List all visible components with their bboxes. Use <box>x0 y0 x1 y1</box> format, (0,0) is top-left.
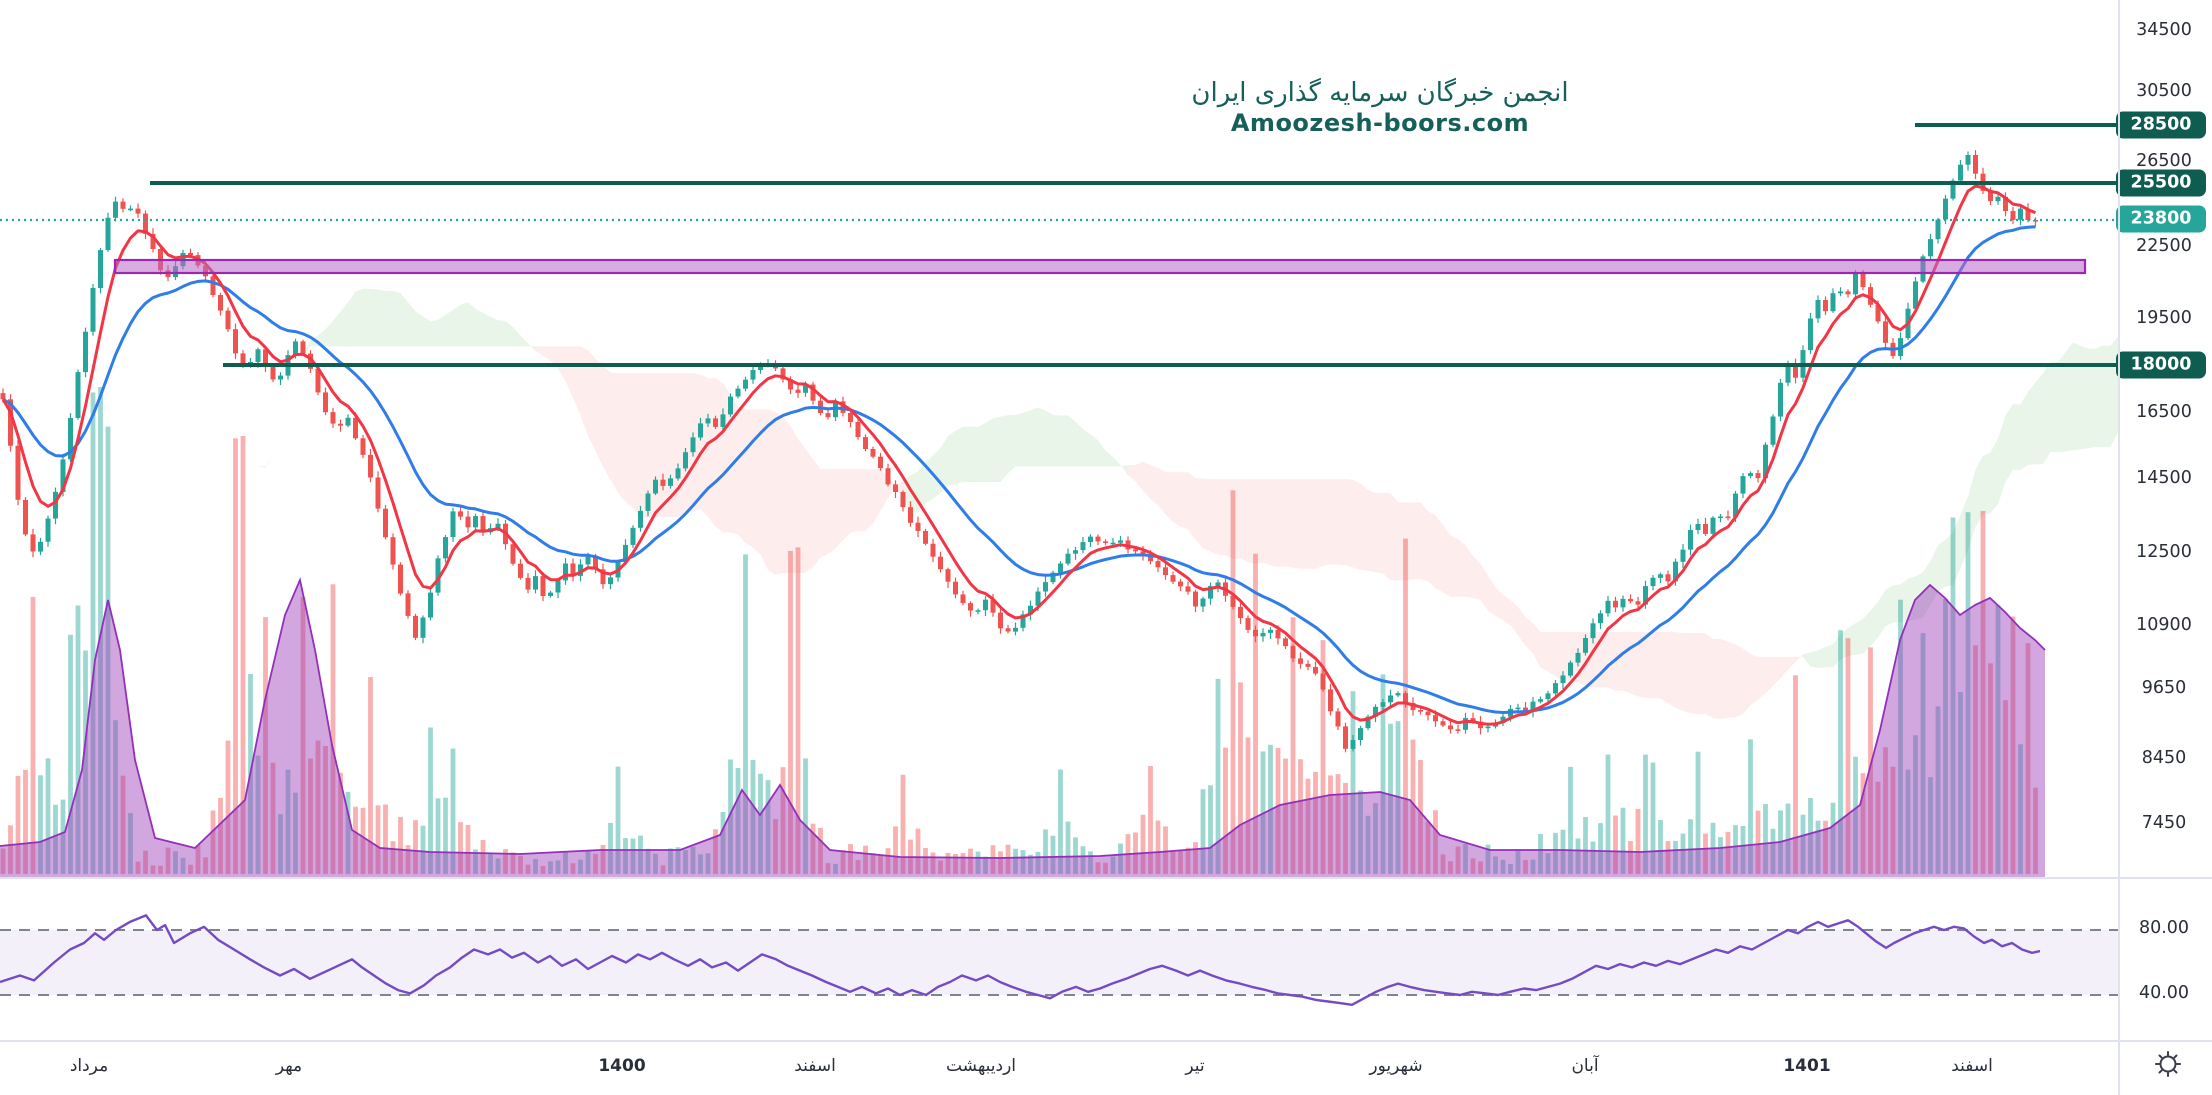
price-level-badge: 28500 <box>2116 111 2206 139</box>
price-tick-label: 8450 <box>2141 748 2187 768</box>
time-tick-label: مرداد <box>69 1056 109 1076</box>
price-tick-label: 9650 <box>2141 678 2187 698</box>
price-tick-label: 14500 <box>2136 468 2192 488</box>
price-tick-label: 10900 <box>2136 615 2192 635</box>
time-tick-label: 1401 <box>1783 1056 1831 1076</box>
price-tick-label: 12500 <box>2136 542 2192 562</box>
price-tick-label: 16500 <box>2136 402 2192 422</box>
pane-separator-rsi-timeaxis <box>0 1040 2212 1042</box>
pane-separator-main-rsi[interactable] <box>0 877 2212 879</box>
price-tick-label: 30500 <box>2136 81 2192 101</box>
price-level-badge: 25500 <box>2116 169 2206 197</box>
time-tick-label: 1400 <box>598 1056 646 1076</box>
time-tick-label: شهریور <box>1369 1056 1423 1076</box>
rsi-tick-label: 80.00 <box>2138 918 2190 938</box>
price-tick-label: 22500 <box>2136 236 2192 256</box>
time-tick-label: مهر <box>275 1056 303 1076</box>
price-axis-border <box>2118 0 2120 1095</box>
price-level-badge: 23800 <box>2116 205 2206 233</box>
price-tick-label: 26500 <box>2136 151 2192 171</box>
rsi-tick-label: 40.00 <box>2138 983 2190 1003</box>
time-tick-label: تیر <box>1185 1056 1205 1076</box>
time-tick-label: آبان <box>1571 1056 1599 1076</box>
gear-icon[interactable] <box>2150 1046 2186 1082</box>
time-tick-label: اردیبهشت <box>945 1056 1017 1076</box>
price-tick-label: 19500 <box>2136 308 2192 328</box>
price-tick-label: 7450 <box>2141 813 2187 833</box>
time-tick-label: اسفند <box>1951 1056 1993 1076</box>
price-tick-label: 34500 <box>2136 20 2192 40</box>
time-tick-label: اسفند <box>794 1056 836 1076</box>
price-level-badge: 18000 <box>2116 351 2206 379</box>
